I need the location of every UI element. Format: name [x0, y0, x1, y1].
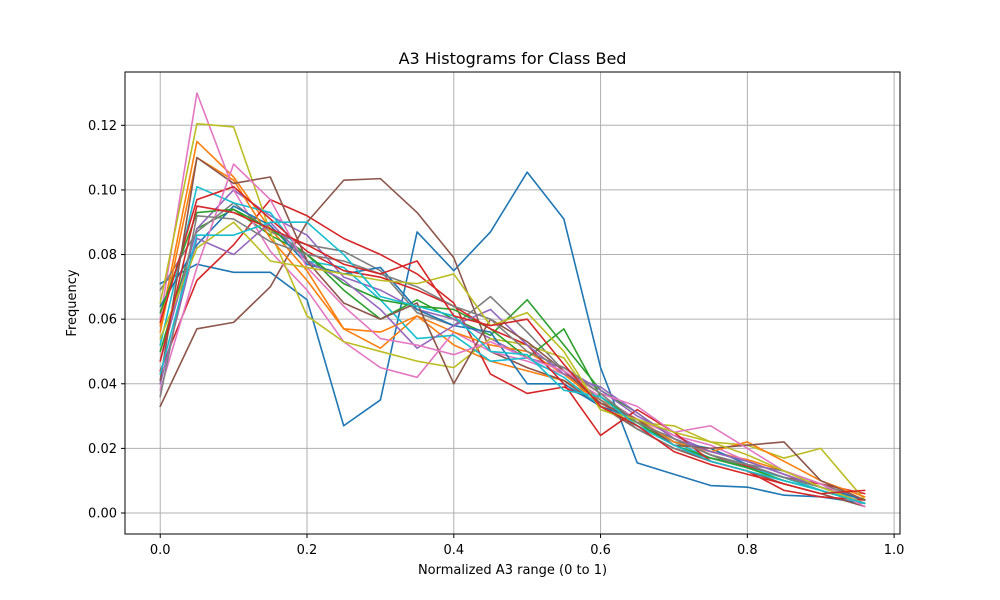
x-tick-label: 0.2 — [297, 543, 318, 558]
x-tick-label: 0.0 — [150, 543, 171, 558]
series-line-12 — [159, 156, 866, 498]
grid-lines — [125, 72, 900, 534]
series-line-7 — [159, 92, 866, 505]
y-tick-label: 0.08 — [88, 248, 117, 263]
y-tick-label: 0.10 — [88, 183, 117, 198]
chart-title: A3 Histograms for Class Bed — [399, 49, 627, 68]
y-tick-label: 0.02 — [88, 442, 117, 457]
series-lines — [159, 92, 866, 508]
series-line-5 — [159, 189, 866, 501]
x-tick-label: 0.8 — [737, 543, 758, 558]
series-line-13 — [159, 208, 866, 505]
y-axis-label: Frequency — [65, 269, 80, 336]
y-tick-label: 0.00 — [88, 507, 117, 522]
series-line-21 — [159, 205, 866, 495]
series-line-15 — [159, 221, 866, 505]
series-line-18 — [159, 214, 866, 505]
x-tick-label: 0.4 — [443, 543, 464, 558]
series-line-19 — [159, 221, 866, 505]
series-line-20 — [159, 221, 866, 505]
series-line-16 — [159, 156, 866, 501]
y-tick-label: 0.04 — [88, 377, 117, 392]
x-tick-label: 1.0 — [884, 543, 905, 558]
plot-frame — [124, 71, 901, 535]
y-tick-label: 0.06 — [88, 313, 117, 328]
series-line-17 — [159, 163, 866, 508]
axis-ticks: 0.0 0.2 0.4 0.6 0.8 1.0 0.00 0.02 0.04 0.06 0.08 0.… — [88, 119, 904, 558]
y-tick-label: 0.12 — [88, 119, 117, 134]
x-tick-label: 0.6 — [590, 543, 611, 558]
x-axis-label: Normalized A3 range (0 to 1) — [418, 563, 607, 578]
series-line-14 — [159, 185, 866, 501]
